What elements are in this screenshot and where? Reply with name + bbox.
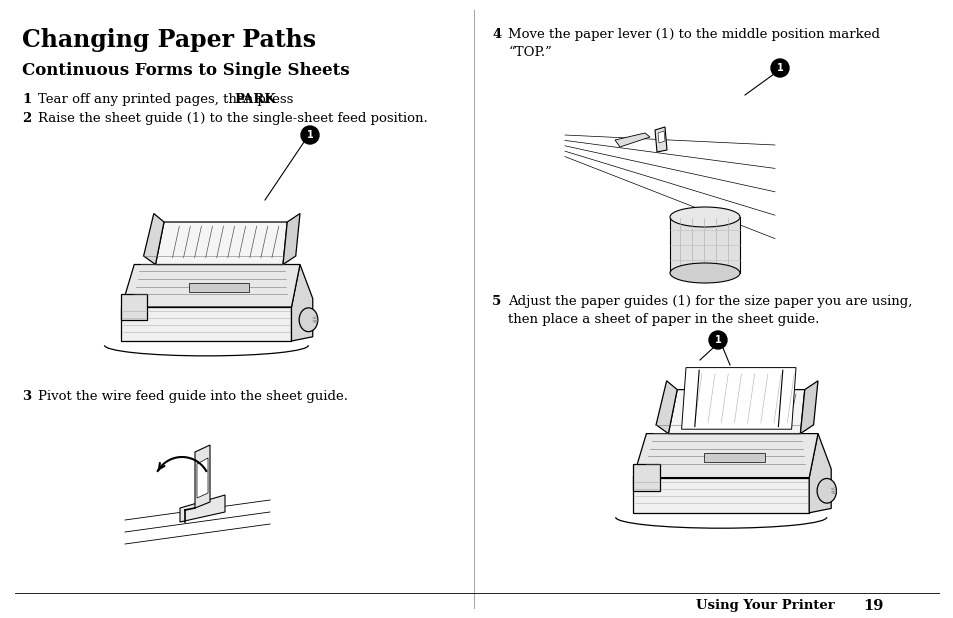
Text: then place a sheet of paper in the sheet guide.: then place a sheet of paper in the sheet… xyxy=(508,313,819,326)
Text: 4: 4 xyxy=(492,28,501,41)
Ellipse shape xyxy=(669,207,740,227)
Circle shape xyxy=(708,331,726,349)
Circle shape xyxy=(301,126,318,144)
Text: 5: 5 xyxy=(492,295,501,308)
Text: 1: 1 xyxy=(776,63,782,73)
Text: 1: 1 xyxy=(306,130,313,140)
Polygon shape xyxy=(633,478,808,513)
Circle shape xyxy=(770,59,788,77)
Polygon shape xyxy=(283,213,299,265)
Text: “TOP.”: “TOP.” xyxy=(508,46,552,59)
Polygon shape xyxy=(808,434,830,513)
Text: Raise the sheet guide (1) to the single-sheet feed position.: Raise the sheet guide (1) to the single-… xyxy=(38,112,427,125)
Polygon shape xyxy=(121,307,292,341)
Polygon shape xyxy=(668,389,804,434)
Polygon shape xyxy=(121,265,299,307)
Text: Tear off any printed pages, then press: Tear off any printed pages, then press xyxy=(38,93,297,106)
Text: Move the paper lever (1) to the middle position marked: Move the paper lever (1) to the middle p… xyxy=(508,28,880,41)
Polygon shape xyxy=(633,434,817,478)
Polygon shape xyxy=(292,265,313,341)
Polygon shape xyxy=(680,368,795,429)
Polygon shape xyxy=(180,495,225,522)
Polygon shape xyxy=(633,464,659,491)
Text: PARK: PARK xyxy=(233,93,275,106)
Text: Continuous Forms to Single Sheets: Continuous Forms to Single Sheets xyxy=(22,62,349,79)
Polygon shape xyxy=(669,217,740,273)
Polygon shape xyxy=(655,127,666,152)
Text: 19: 19 xyxy=(862,599,882,613)
Polygon shape xyxy=(656,381,677,434)
Text: Adjust the paper guides (1) for the size paper you are using,: Adjust the paper guides (1) for the size… xyxy=(508,295,912,308)
Polygon shape xyxy=(155,222,287,265)
Text: .: . xyxy=(263,93,267,106)
Polygon shape xyxy=(800,381,817,434)
Polygon shape xyxy=(703,453,764,462)
Text: 3: 3 xyxy=(22,390,31,403)
Text: 1: 1 xyxy=(714,335,720,345)
Polygon shape xyxy=(190,283,249,292)
Text: Changing Paper Paths: Changing Paper Paths xyxy=(22,28,315,52)
Polygon shape xyxy=(196,458,208,498)
Polygon shape xyxy=(658,131,664,143)
Polygon shape xyxy=(194,445,210,508)
Polygon shape xyxy=(121,294,147,320)
Ellipse shape xyxy=(669,263,740,283)
Text: Pivot the wire feed guide into the sheet guide.: Pivot the wire feed guide into the sheet… xyxy=(38,390,348,403)
Text: 1: 1 xyxy=(22,93,31,106)
Text: 2: 2 xyxy=(22,112,31,125)
Polygon shape xyxy=(615,133,649,147)
Text: Using Your Printer: Using Your Printer xyxy=(696,599,834,612)
Ellipse shape xyxy=(299,308,317,332)
Polygon shape xyxy=(144,213,164,265)
Ellipse shape xyxy=(817,478,836,503)
